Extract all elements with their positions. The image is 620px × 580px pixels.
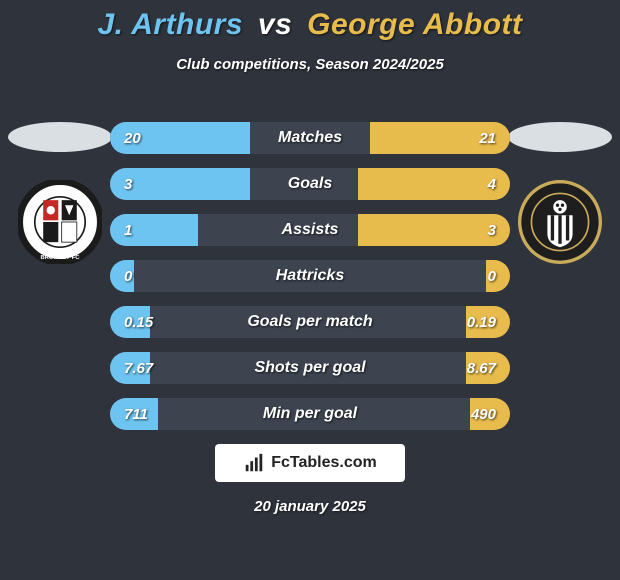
stat-label: Assists: [110, 214, 510, 246]
stat-row: 7.678.67Shots per goal: [110, 352, 510, 384]
page-title: J. Arthurs vs George Abbott: [0, 8, 620, 42]
player1-club-crest: BROMLEY·FC: [18, 180, 102, 264]
stat-row: 34Goals: [110, 168, 510, 200]
stat-row: 2021Matches: [110, 122, 510, 154]
comparison-card: J. Arthurs vs George Abbott Club competi…: [0, 0, 620, 580]
stat-label: Matches: [110, 122, 510, 154]
player1-name: J. Arthurs: [97, 8, 243, 41]
watermark-text: FcTables.com: [271, 454, 377, 472]
player2-name: George Abbott: [307, 8, 522, 41]
date-stamp: 20 january 2025: [0, 498, 620, 515]
bromley-crest-icon: BROMLEY·FC: [18, 180, 102, 264]
svg-text:BROMLEY·FC: BROMLEY·FC: [40, 255, 80, 261]
player2-badge-shadow: [508, 122, 612, 152]
subtitle: Club competitions, Season 2024/2025: [0, 56, 620, 73]
stat-row: 0.150.19Goals per match: [110, 306, 510, 338]
stat-label: Min per goal: [110, 398, 510, 430]
watermark: FcTables.com: [215, 444, 405, 482]
chart-icon: [243, 452, 265, 474]
stat-row: 00Hattricks: [110, 260, 510, 292]
vs-label: vs: [258, 8, 292, 41]
stat-row: 13Assists: [110, 214, 510, 246]
stat-label: Shots per goal: [110, 352, 510, 384]
player2-club-crest: [518, 180, 602, 264]
stat-row: 711490Min per goal: [110, 398, 510, 430]
stat-label: Goals: [110, 168, 510, 200]
stats-container: 2021Matches 34Goals 13Assists 00Hattricks 0.…: [110, 122, 510, 444]
player1-badge-shadow: [8, 122, 112, 152]
stat-label: Goals per match: [110, 306, 510, 338]
stat-label: Hattricks: [110, 260, 510, 292]
notts-county-crest-icon: [518, 180, 602, 264]
